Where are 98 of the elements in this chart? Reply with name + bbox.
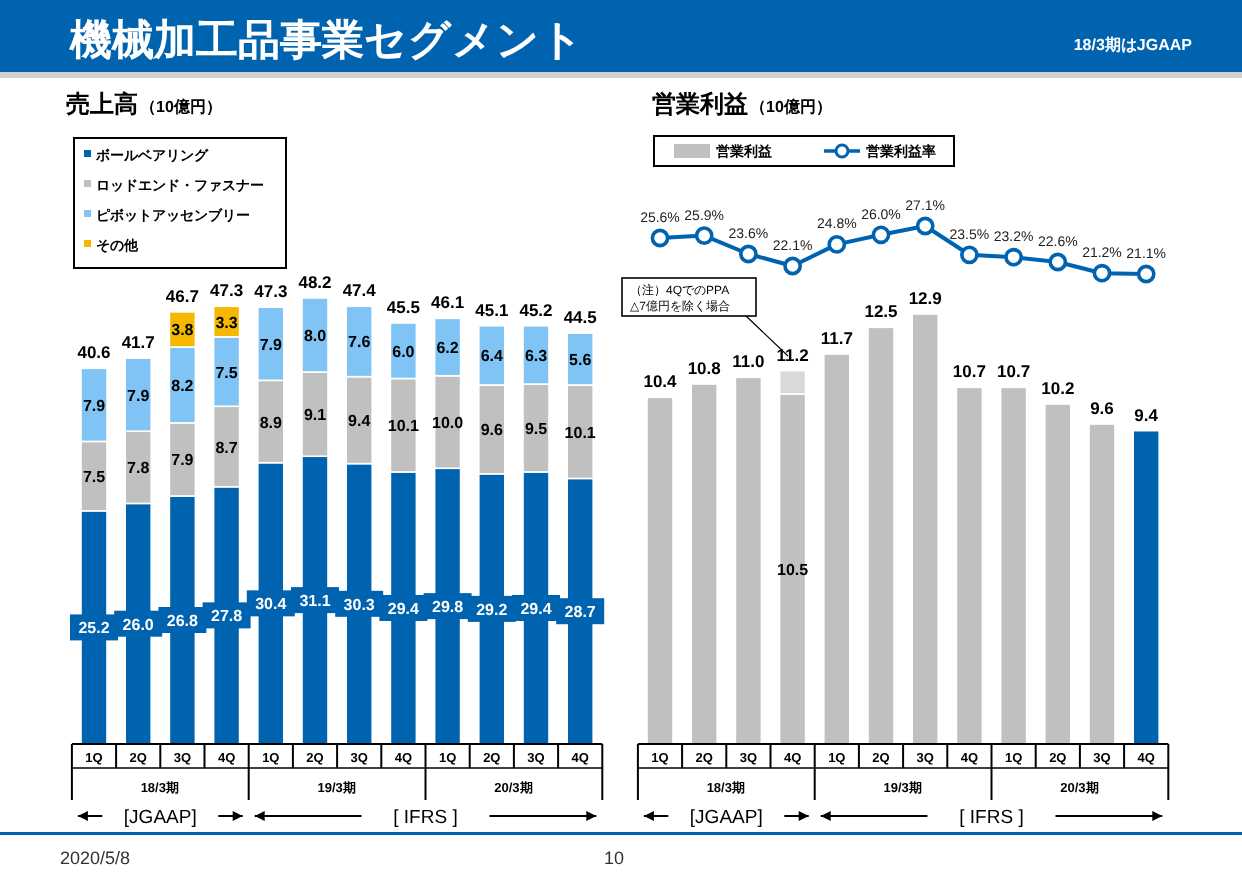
point	[739, 244, 758, 264]
chart-title: 売上高	[66, 90, 138, 118]
bar	[1132, 429, 1160, 745]
point	[871, 225, 891, 245]
data-label: 6.0	[392, 342, 416, 361]
data-label: 3.8	[171, 321, 195, 340]
total-label: 45.2	[519, 299, 554, 320]
data-label: 8.9	[259, 413, 284, 432]
point	[783, 256, 802, 276]
data-label: 29.4	[520, 599, 553, 618]
total-label: 46.7	[165, 285, 200, 306]
data-label: 10.1	[387, 417, 421, 436]
bar	[734, 376, 763, 745]
bar	[690, 383, 718, 745]
data-label: 6.4	[480, 347, 505, 366]
data-label: 28.7	[564, 603, 597, 622]
bar	[646, 396, 674, 745]
data-label: 5.6	[569, 351, 593, 370]
data-label: 12.5	[864, 301, 899, 322]
data-label: 9.6	[480, 421, 505, 440]
bar	[911, 313, 939, 745]
data-label: 25.2	[78, 619, 111, 638]
data-label: 8.2	[171, 376, 195, 395]
total-label: 47.4	[342, 280, 377, 301]
data-label: 6.3	[524, 346, 549, 365]
data-label: 10.7	[952, 361, 987, 382]
data-label: 10.2	[1041, 378, 1075, 398]
text: [JGAAP]	[689, 807, 763, 829]
point	[960, 245, 979, 265]
text: [ IFRS ]	[959, 807, 1024, 829]
data-label: 9.5	[524, 420, 549, 439]
data-label: 7.9	[171, 451, 195, 470]
total-label: 45.1	[475, 299, 509, 320]
data-label: 8.0	[303, 327, 328, 346]
point	[827, 235, 847, 254]
data-label: 29.4	[387, 599, 421, 618]
data-label: 26.8	[166, 612, 200, 631]
bar	[823, 353, 851, 745]
bar	[955, 386, 984, 745]
data-label: 8.7	[215, 438, 239, 457]
data-label: 7.6	[348, 333, 372, 352]
total-label: 44.5	[563, 307, 598, 328]
point	[1004, 247, 1023, 267]
point	[650, 228, 670, 248]
data-label: 9.4	[348, 412, 372, 431]
total-label: 11.2	[776, 344, 810, 365]
data-label: 7.9	[259, 335, 284, 354]
data-label: 9.4	[1134, 404, 1159, 425]
data-label: 9.6	[1090, 398, 1115, 418]
total-label: 48.2	[298, 272, 333, 292]
chart-subtitle: （10億円）	[750, 98, 832, 116]
total-label: 47.3	[210, 280, 244, 301]
data-label: 11.0	[732, 351, 766, 372]
text: 18/3期はJGAAP	[1073, 36, 1194, 54]
bar	[1088, 423, 1116, 745]
data-label: 7.8	[127, 459, 151, 478]
data-label: 11.7	[820, 328, 854, 348]
data-label: 10.8	[687, 358, 722, 378]
total-label: 41.7	[121, 332, 156, 353]
text: [ IFRS ]	[393, 807, 458, 829]
total-label: 45.5	[386, 296, 421, 317]
total-label: 46.1	[431, 292, 465, 313]
text: 10	[603, 848, 625, 868]
text: 機械加工品事業セグメント	[68, 18, 584, 64]
data-label: 7.5	[215, 363, 239, 382]
bar	[867, 326, 895, 745]
data-label: 29.2	[476, 600, 509, 619]
data-label: 3.3	[215, 313, 239, 332]
data-label: 7.9	[82, 396, 107, 415]
data-label: 30.3	[343, 595, 376, 614]
point	[1048, 252, 1068, 272]
data-label: 30.4	[255, 595, 288, 614]
point	[1136, 264, 1156, 284]
bar	[1044, 403, 1072, 745]
bar	[999, 386, 1028, 745]
text: 2020/5/8	[60, 848, 131, 868]
chart-title: 営業利益	[652, 90, 748, 118]
data-label: 7.5	[82, 468, 107, 487]
data-label: 10.5	[777, 561, 810, 579]
point	[915, 216, 935, 236]
data-label: 10.4	[643, 371, 678, 392]
data-label: 27.8	[211, 607, 244, 626]
data-label: 7.9	[127, 386, 151, 405]
data-label: 10.1	[564, 423, 597, 442]
data-label: 26.0	[122, 615, 155, 634]
point	[1092, 263, 1112, 283]
data-label: 10.0	[432, 413, 465, 432]
data-label: 9.1	[303, 406, 328, 425]
data-label: 12.9	[908, 288, 943, 308]
data-label: 31.1	[299, 592, 332, 611]
chart-subtitle: （10億円）	[140, 98, 222, 116]
total-label: 40.6	[77, 342, 112, 363]
point	[694, 226, 714, 245]
total-label: 47.3	[254, 281, 288, 302]
data-label: 29.8	[432, 598, 465, 617]
data-label: 6.2	[436, 339, 460, 358]
data-label: 10.7	[997, 361, 1031, 382]
text: [JGAAP]	[123, 807, 197, 829]
